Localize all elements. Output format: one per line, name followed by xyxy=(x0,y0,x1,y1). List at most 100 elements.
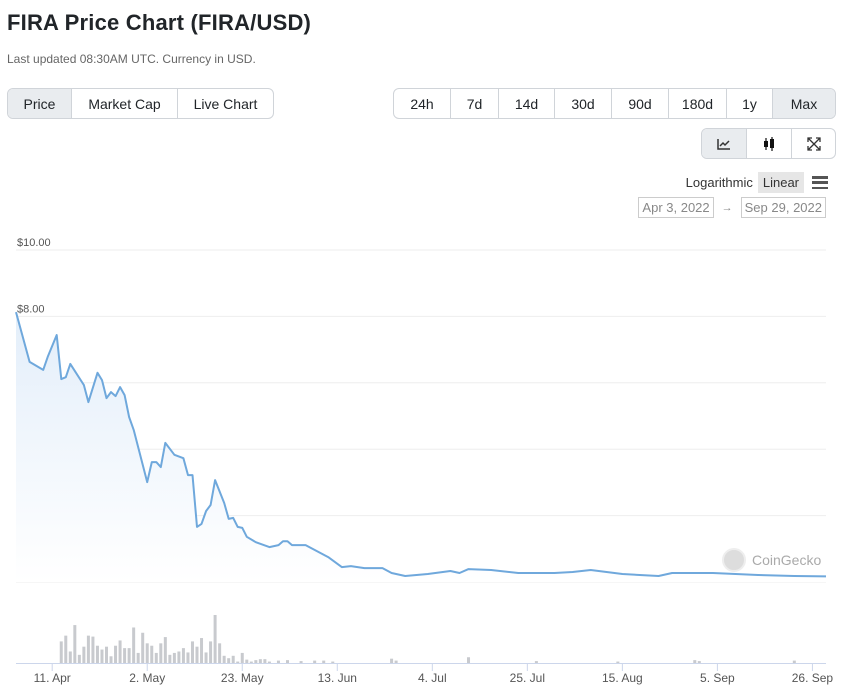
volume-bar xyxy=(240,652,244,663)
volume-bar xyxy=(68,651,72,663)
volume-bar xyxy=(286,660,290,663)
volume-bar xyxy=(163,637,167,663)
x-tick-label: 15. Aug xyxy=(602,671,643,685)
range-max[interactable]: Max xyxy=(773,89,835,118)
volume-bar xyxy=(105,646,109,663)
date-to-input[interactable]: Sep 29, 2022 xyxy=(740,197,826,218)
hamburger-menu-icon[interactable] xyxy=(812,176,828,189)
fullscreen-icon xyxy=(806,136,821,151)
volume-bar xyxy=(534,661,538,663)
volume-bar xyxy=(114,645,118,663)
arrow-icon: → xyxy=(721,201,733,214)
price-area xyxy=(16,312,826,582)
volume-bar xyxy=(313,660,317,663)
volume-bar xyxy=(64,635,68,663)
range-7d[interactable]: 7d xyxy=(451,89,499,118)
volume-bar xyxy=(132,627,136,663)
volume-bar xyxy=(254,660,258,663)
y-tick-label: $10.00 xyxy=(17,237,51,249)
volume-bar xyxy=(276,660,280,663)
volume-bar xyxy=(299,661,303,663)
volume-bar xyxy=(227,658,231,663)
volume-bar xyxy=(616,661,620,663)
scale-toggle: Logarithmic Linear xyxy=(681,172,828,193)
volume-bar xyxy=(697,661,701,663)
line-chart-icon xyxy=(717,138,730,150)
volume-bar xyxy=(390,658,394,663)
volume-bar xyxy=(209,641,213,663)
volume-bar xyxy=(123,648,127,663)
date-range: Apr 3, 2022 → Sep 29, 2022 xyxy=(638,197,826,218)
volume-bar xyxy=(177,651,181,663)
volume-bar xyxy=(95,645,99,663)
volume-bar xyxy=(792,660,796,663)
volume-bar xyxy=(245,659,249,663)
volume-bar xyxy=(394,660,398,663)
watermark-text: CoinGecko xyxy=(752,552,822,568)
volume-bar xyxy=(82,646,86,663)
line-chart-button[interactable] xyxy=(702,129,747,158)
volume-bar xyxy=(186,652,190,663)
volume-bar xyxy=(231,655,235,663)
x-tick-label: 11. Apr xyxy=(34,671,71,685)
volume-bar xyxy=(159,643,163,663)
x-tick-label: 4. Jul xyxy=(418,671,447,685)
volume-bar xyxy=(467,657,471,663)
range-90d[interactable]: 90d xyxy=(612,89,669,118)
y-tick-label: $8.00 xyxy=(17,303,45,315)
volume-bar xyxy=(141,632,145,663)
date-from-input[interactable]: Apr 3, 2022 xyxy=(638,197,714,218)
volume-bar xyxy=(200,638,204,663)
volume-bar xyxy=(73,625,77,663)
volume-bar xyxy=(136,652,140,663)
x-tick-label: 5. Sep xyxy=(700,671,735,685)
tab-price[interactable]: Price xyxy=(8,89,72,118)
volume-bar xyxy=(236,661,240,663)
volume-bar xyxy=(59,641,63,663)
view-tabs: Price Market Cap Live Chart xyxy=(7,88,274,119)
x-tick-label: 23. May xyxy=(221,671,264,685)
tab-market-cap[interactable]: Market Cap xyxy=(72,89,178,118)
x-tick-label: 26. Sep xyxy=(792,671,834,685)
coingecko-watermark: CoinGecko xyxy=(722,548,821,572)
volume-bar xyxy=(331,661,335,663)
volume-bar xyxy=(91,636,95,663)
volume-bar xyxy=(145,643,149,663)
range-180d[interactable]: 180d xyxy=(669,89,727,118)
volume-bar xyxy=(322,660,326,663)
volume-bar xyxy=(263,659,267,663)
range-30d[interactable]: 30d xyxy=(555,89,612,118)
fullscreen-button[interactable] xyxy=(792,129,835,158)
volume-bar xyxy=(204,652,208,663)
range-tabs: 24h 7d 14d 30d 90d 180d 1y Max xyxy=(393,88,836,119)
volume-bar xyxy=(150,645,154,663)
volume-bar xyxy=(218,643,222,663)
volume-bar xyxy=(109,656,113,663)
range-14d[interactable]: 14d xyxy=(499,89,555,118)
tab-live-chart[interactable]: Live Chart xyxy=(193,95,258,112)
volume-bar xyxy=(190,641,194,663)
volume-bar xyxy=(86,635,90,663)
volume-bar xyxy=(267,661,271,663)
candlestick-button[interactable] xyxy=(747,129,792,158)
volume-bar xyxy=(77,654,81,663)
volume-bar xyxy=(127,648,131,663)
price-line xyxy=(15,311,827,578)
volume-bar xyxy=(181,648,185,663)
logarithmic-option[interactable]: Logarithmic xyxy=(685,175,753,190)
volume-bar xyxy=(258,659,262,663)
volume-bar xyxy=(213,615,217,663)
range-24h[interactable]: 24h xyxy=(394,89,451,118)
volume-bar xyxy=(195,646,199,663)
volume-bar xyxy=(249,661,253,663)
x-tick-label: 25. Jul xyxy=(510,671,545,685)
volume-bar xyxy=(168,654,172,663)
volume-bar xyxy=(172,652,176,663)
linear-option[interactable]: Linear xyxy=(757,172,804,193)
x-tick-label: 13. Jun xyxy=(318,671,357,685)
range-1y[interactable]: 1y xyxy=(727,89,773,118)
volume-bar xyxy=(693,660,697,663)
volume-bar xyxy=(222,655,226,663)
volume-bar xyxy=(100,649,104,663)
